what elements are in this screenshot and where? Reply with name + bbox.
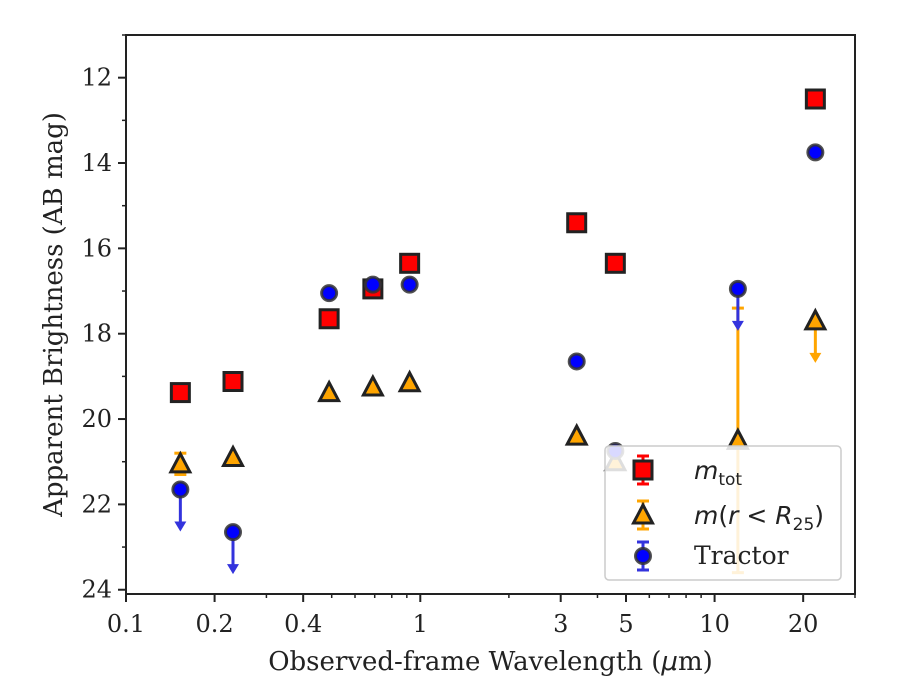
m_r25-point-2: [317, 379, 342, 403]
legend-m-tot-marker: [632, 459, 654, 481]
tractor-point-0-limit-arrow-head: [174, 521, 187, 532]
m_tot-point-1: [222, 370, 244, 392]
series-m_tot: [169, 88, 826, 404]
m_r25-point-0: [168, 450, 193, 474]
y-tick-label-12: 12: [81, 64, 112, 92]
legend-m-r25-base: m: [694, 501, 718, 530]
plot-frame: [125, 34, 856, 595]
legend-entry-m-tot: mtot: [632, 454, 742, 490]
y-axis-label: Apparent Brightness (AB mag): [39, 112, 69, 518]
legend-m-r25-label: m(r < R25): [694, 501, 824, 535]
y-tick-label-14: 14: [81, 149, 112, 177]
legend-m-tot-sub: tot: [718, 470, 742, 490]
legend-m-r25-rbase: R: [775, 501, 792, 530]
m_tot-point-7: [804, 88, 826, 110]
x-tick-label-6: 10: [699, 610, 730, 638]
y-tick-label-20: 20: [81, 405, 112, 433]
m_tot-point-6: [604, 252, 626, 274]
tractor-point-8: [806, 143, 825, 162]
m_r25-point-8: [803, 307, 828, 331]
legend-tractor-label: Tractor: [694, 541, 789, 570]
legend-entry-m-r25: m(r < R25): [631, 499, 824, 535]
x-axis-label-unit: μ: [660, 647, 678, 677]
x-axis-label-suffix: m): [678, 647, 713, 677]
m_r25-point-1: [221, 444, 245, 467]
x-axis-label: Observed-frame Wavelength (μm): [268, 647, 713, 677]
y-tick-label-16: 16: [81, 234, 112, 262]
m_tot-point-0: [169, 382, 191, 404]
m_r25-point-4: [397, 369, 422, 393]
axes: 12 14 16 18 20 22 24 0.1 0.2 0.4 1 3 5 10 20: [81, 34, 856, 638]
legend-entry-tractor: Tractor: [634, 540, 789, 572]
legend-m-r25-open: (: [718, 501, 728, 530]
data-marks: [168, 88, 828, 575]
tractor-point-5: [567, 352, 586, 371]
x-tick-label-3: 1: [413, 610, 428, 638]
y-tick-label-22: 22: [81, 490, 112, 518]
tractor-point-0: [171, 480, 190, 499]
legend-m-r25-var: r: [728, 501, 740, 530]
tractor-point-2: [320, 284, 339, 303]
x-tick-label-4: 3: [553, 610, 568, 638]
tractor-point-3: [363, 275, 382, 294]
x-tick-label-1: 0.2: [196, 610, 234, 638]
m_tot-point-4: [399, 252, 421, 274]
tractor-point-1-limit-arrow-head: [227, 564, 240, 575]
tractor-point-7: [728, 279, 747, 298]
x-axis-label-prefix: Observed-frame Wavelength (: [268, 647, 661, 677]
y-tick-label-24: 24: [81, 576, 112, 604]
tractor-point-1: [224, 523, 243, 542]
y-tick-label-18: 18: [81, 320, 112, 348]
legend-m-r25-close: ): [814, 501, 824, 530]
x-tick-label-5: 5: [618, 610, 633, 638]
m_r25-point-3: [360, 373, 385, 397]
tractor-point-7-limit-arrow-head: [731, 320, 744, 331]
legend-box: [604, 445, 842, 581]
x-tick-label-0: 0.1: [107, 610, 145, 638]
m_tot-point-2: [318, 308, 340, 330]
legend-m-tot-base: m: [694, 456, 718, 485]
m_r25-point-5: [564, 422, 589, 446]
legend-tractor-marker: [634, 547, 652, 565]
tractor-point-4: [400, 275, 419, 294]
legend-m-r25-marker: [631, 501, 655, 525]
legend-m-r25-op: <: [738, 501, 775, 530]
legend-m-r25-sub: 25: [793, 515, 815, 535]
m_tot-point-5: [566, 212, 588, 234]
legend-m-tot-label: mtot: [694, 456, 742, 490]
x-tick-label-7: 20: [788, 610, 819, 638]
x-tick-label-2: 0.4: [284, 610, 322, 638]
m_r25-point-8-limit-arrow-head: [809, 352, 822, 363]
